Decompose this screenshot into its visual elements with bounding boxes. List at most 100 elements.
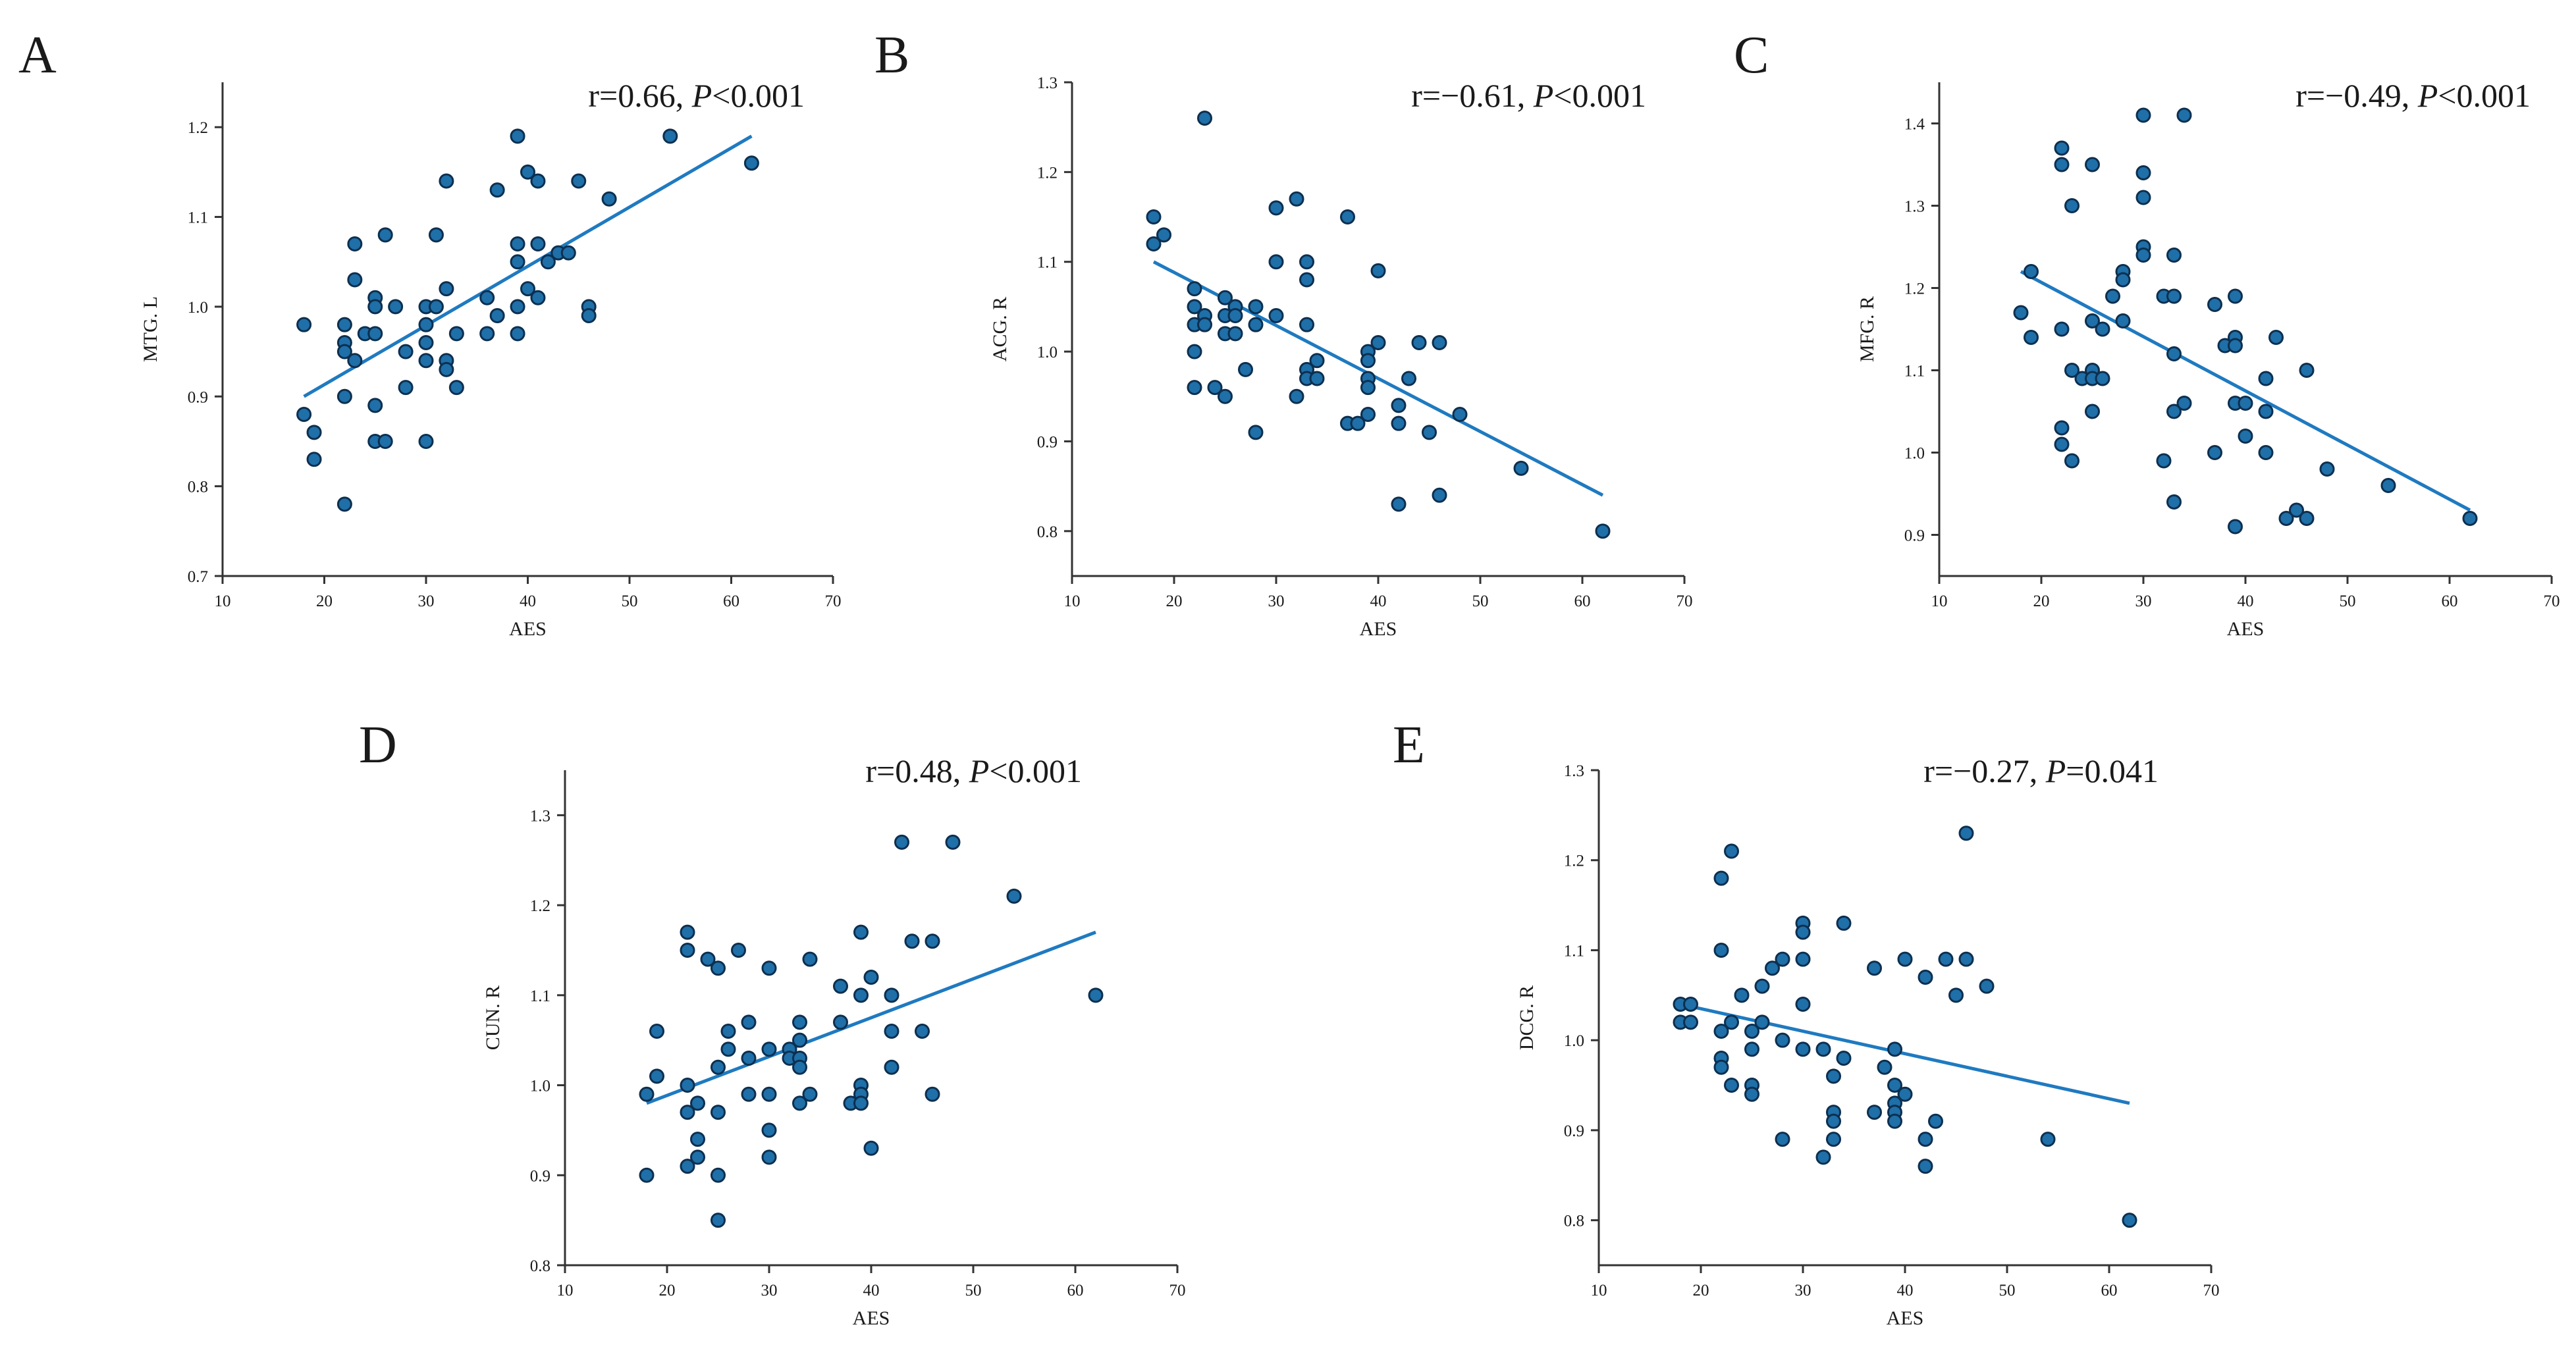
data-point bbox=[1595, 523, 1611, 539]
y-tick-label: 0.8 bbox=[1037, 523, 1058, 541]
data-point bbox=[530, 173, 546, 189]
data-point bbox=[1713, 1024, 1729, 1039]
data-point bbox=[1289, 191, 1304, 207]
correlation-r: r=0.66, bbox=[588, 77, 691, 114]
data-point bbox=[520, 164, 535, 180]
correlation-r: r=−0.27, bbox=[1923, 752, 2046, 789]
data-point bbox=[639, 1167, 655, 1183]
data-point bbox=[1815, 1041, 1831, 1057]
y-axis-label: MFG. R bbox=[1856, 296, 1878, 362]
p-value: <0.001 bbox=[1553, 77, 1646, 114]
data-point bbox=[863, 1140, 879, 1156]
data-point bbox=[1299, 272, 1314, 288]
data-point bbox=[377, 433, 393, 449]
data-point bbox=[2228, 338, 2243, 354]
x-axis-label: AES bbox=[1887, 1307, 1924, 1329]
x-tick-label: 30 bbox=[2135, 592, 2152, 610]
data-point bbox=[2064, 198, 2080, 213]
data-point bbox=[2238, 429, 2253, 444]
data-point bbox=[510, 254, 525, 270]
data-point bbox=[1401, 371, 1416, 386]
data-point bbox=[2135, 165, 2151, 180]
data-point bbox=[1765, 960, 1780, 976]
y-tick-label: 1.2 bbox=[1037, 164, 1058, 182]
data-point bbox=[448, 326, 464, 342]
data-point bbox=[571, 173, 587, 189]
data-point bbox=[833, 978, 848, 994]
data-point bbox=[1683, 996, 1698, 1012]
data-point bbox=[1826, 1132, 1841, 1147]
data-point bbox=[336, 344, 352, 359]
x-tick-label: 20 bbox=[659, 1282, 676, 1299]
regression-line bbox=[2020, 270, 2471, 512]
data-point bbox=[1391, 398, 1407, 413]
x-tick-label: 70 bbox=[2203, 1282, 2220, 1299]
x-tick-label: 10 bbox=[1064, 592, 1081, 610]
data-point bbox=[1513, 460, 1529, 476]
data-point bbox=[2135, 248, 2151, 263]
data-point bbox=[510, 236, 525, 251]
data-point bbox=[1958, 951, 1974, 967]
data-point bbox=[2040, 1132, 2056, 1147]
data-point bbox=[1268, 200, 1284, 216]
data-point bbox=[520, 281, 535, 297]
data-point bbox=[2054, 420, 2070, 436]
y-tick-label: 0.9 bbox=[188, 388, 208, 406]
x-tick-label: 30 bbox=[1795, 1282, 1811, 1299]
x-tick-label: 70 bbox=[1169, 1282, 1186, 1299]
data-point bbox=[711, 1213, 726, 1228]
data-point bbox=[388, 299, 404, 315]
data-point bbox=[711, 1105, 726, 1120]
panel-letter: C bbox=[1734, 26, 1769, 84]
y-tick-label: 1.0 bbox=[530, 1078, 550, 1095]
data-point bbox=[2380, 478, 2396, 493]
data-point bbox=[540, 254, 556, 270]
data-point bbox=[1713, 870, 1729, 886]
data-point bbox=[761, 1149, 777, 1165]
data-point bbox=[2166, 404, 2182, 419]
y-tick-label: 0.8 bbox=[530, 1257, 550, 1275]
data-point bbox=[863, 969, 879, 985]
data-point bbox=[741, 1086, 757, 1102]
data-point bbox=[1734, 987, 1750, 1003]
data-point bbox=[884, 987, 899, 1003]
x-tick-label: 60 bbox=[2101, 1282, 2118, 1299]
correlation-r: r=−0.49, bbox=[2295, 77, 2418, 114]
data-point bbox=[2166, 248, 2182, 263]
x-tick-label: 40 bbox=[1370, 592, 1387, 610]
p-symbol: P bbox=[1533, 77, 1554, 114]
data-point bbox=[2238, 396, 2253, 411]
data-point bbox=[367, 326, 383, 342]
data-point bbox=[2228, 519, 2243, 535]
data-point bbox=[581, 308, 597, 324]
data-point bbox=[1918, 1159, 1933, 1174]
data-point bbox=[2054, 140, 2070, 156]
data-point bbox=[1948, 987, 1964, 1003]
data-point bbox=[1795, 996, 1811, 1012]
data-point bbox=[1088, 987, 1104, 1003]
data-point bbox=[680, 924, 695, 940]
y-tick-label: 1.4 bbox=[1904, 116, 1925, 134]
panel-letter: E bbox=[1393, 716, 1425, 774]
data-point bbox=[700, 951, 716, 967]
x-tick-label: 60 bbox=[1574, 592, 1591, 610]
data-point bbox=[1897, 951, 1913, 967]
x-tick-label: 40 bbox=[863, 1282, 880, 1299]
x-tick-label: 10 bbox=[1591, 1282, 1607, 1299]
data-point bbox=[853, 1095, 869, 1111]
data-point bbox=[1187, 380, 1202, 396]
data-point bbox=[1238, 361, 1253, 377]
x-tick-label: 20 bbox=[1693, 1282, 1709, 1299]
x-axis-label: AES bbox=[2227, 618, 2265, 640]
data-point bbox=[802, 1086, 818, 1102]
panel-a: Ar=0.66, P<0.001 10 20 30 40 50 60 70 0.7 0.8 0.9 1… bbox=[18, 26, 842, 640]
data-point bbox=[347, 353, 363, 369]
data-point bbox=[347, 272, 363, 288]
data-point bbox=[2156, 453, 2172, 469]
data-point bbox=[448, 380, 464, 396]
data-point bbox=[2278, 511, 2294, 526]
data-point bbox=[1218, 290, 1233, 305]
data-point bbox=[2115, 313, 2131, 328]
data-point bbox=[680, 1105, 695, 1120]
y-axis-label: DCG. R bbox=[1516, 985, 1538, 1050]
